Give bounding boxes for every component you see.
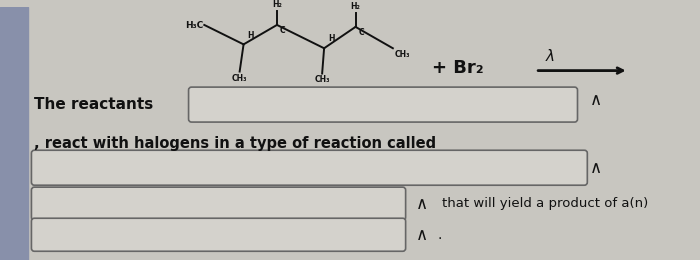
Text: H₂: H₂: [351, 2, 360, 11]
Bar: [0, 8, 27, 260]
Text: H₃C: H₃C: [186, 21, 204, 30]
FancyBboxPatch shape: [32, 218, 405, 251]
Text: ∧: ∧: [416, 195, 428, 213]
Text: H: H: [248, 31, 254, 41]
Text: + Br₂: + Br₂: [432, 59, 484, 77]
FancyBboxPatch shape: [32, 187, 405, 220]
Text: that will yield a product of a(n): that will yield a product of a(n): [442, 197, 648, 210]
Text: CH₃: CH₃: [395, 50, 410, 59]
Text: ∧: ∧: [590, 159, 602, 177]
Text: ∧: ∧: [416, 226, 428, 244]
Text: H₂: H₂: [272, 1, 282, 9]
Text: CH₃: CH₃: [232, 74, 247, 82]
FancyBboxPatch shape: [32, 150, 587, 185]
Text: C: C: [280, 26, 286, 35]
Text: .: .: [437, 228, 442, 242]
Text: , react with halogens in a type of reaction called: , react with halogens in a type of react…: [34, 136, 437, 151]
Text: λ: λ: [545, 49, 554, 63]
Text: C: C: [358, 28, 364, 37]
Text: ∧: ∧: [590, 91, 602, 109]
Text: H: H: [328, 34, 335, 43]
Text: CH₃: CH₃: [314, 75, 330, 84]
FancyBboxPatch shape: [188, 87, 578, 122]
Text: The reactants: The reactants: [34, 97, 153, 112]
